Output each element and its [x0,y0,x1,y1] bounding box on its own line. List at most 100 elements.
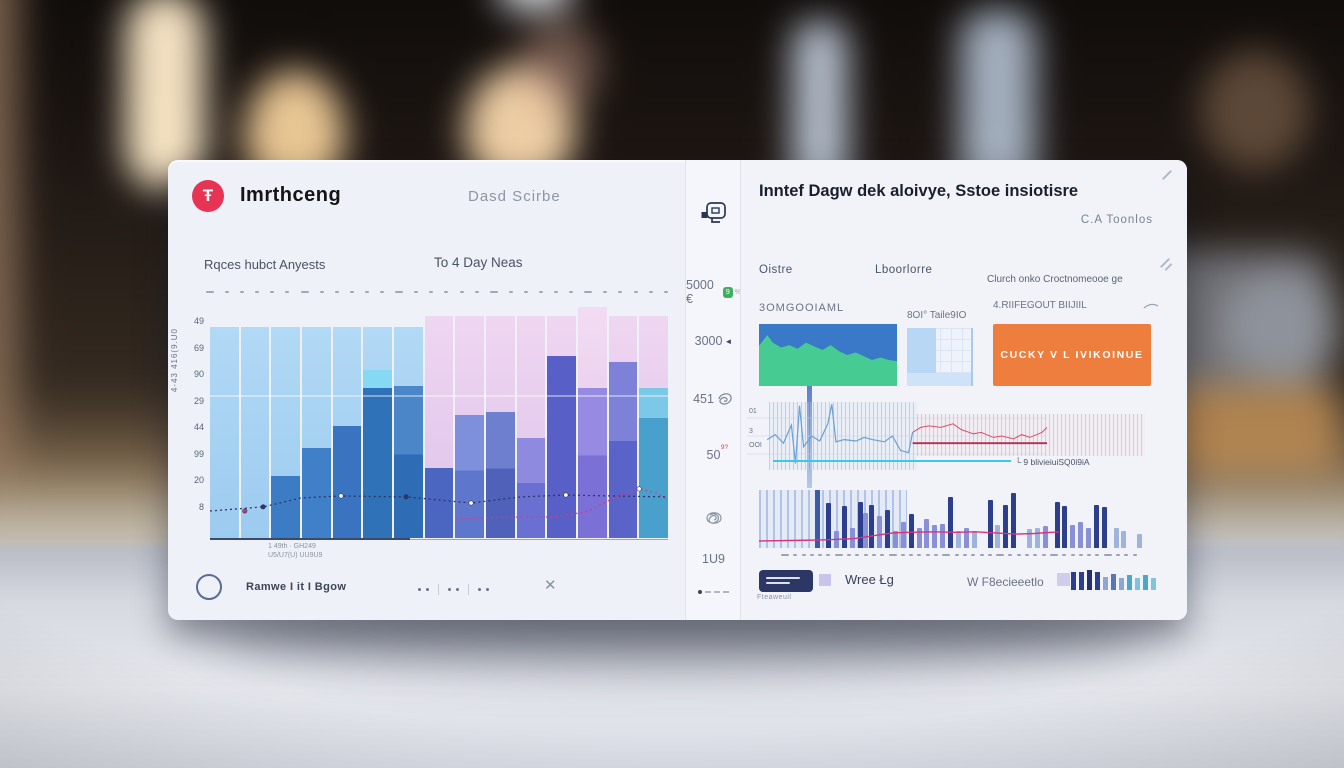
spark-bar [1071,572,1076,590]
volume-bar [869,504,875,548]
volume-bar [1062,506,1068,548]
bar-column [332,295,362,538]
strip-pager[interactable] [686,590,741,594]
volume-bar [885,510,891,548]
bar-column [639,295,669,538]
bar-column [486,295,515,538]
volume-bars [759,490,1153,548]
dashboard-card: Ŧ Imrthceng Dasd Scirbe Rqces hubct Anye… [168,160,1187,620]
footer-tag[interactable]: Wree Łg [845,572,894,587]
cta-button[interactable]: CUCKY V L IVIKOINUE [993,324,1151,386]
volume-bar [908,514,914,548]
spark-bar [1111,574,1116,590]
volume-bar [900,521,906,548]
resize-handle [1164,263,1173,271]
metric-value: 5000 € [686,278,714,306]
pendant-light-blur [125,0,205,190]
section-label: 3OMGOOIAML [759,302,845,314]
footer-label: Ramwe I it I Bgow [246,581,347,593]
volume-bar [1113,527,1119,548]
bar-column [271,295,301,538]
metric-109[interactable]: 1U9 [686,552,741,566]
bar [424,468,454,538]
spark-bar [1087,570,1092,590]
spark-bar [1127,575,1132,590]
bar [363,388,393,538]
bokeh-blob [1200,50,1310,170]
metric-50[interactable]: 50 9? [686,444,741,463]
volume-bar [971,530,977,548]
bar [271,476,301,538]
volume-bar [1078,521,1084,548]
volume-bar [924,519,930,548]
spark-bar [1135,578,1140,590]
dark-badge[interactable] [759,570,813,592]
volume-bar [892,530,898,548]
x-tick-row [781,554,1137,556]
bar-column [210,295,239,538]
metric-revenue[interactable]: 5000 € 9 % [686,278,741,306]
monitor-icon[interactable] [686,200,741,226]
volume-bar [841,506,847,548]
line-series [747,404,1047,464]
spark-bar [1119,578,1124,590]
gridline [210,395,668,397]
bar [394,386,423,538]
pink-hatch-area [917,414,1145,456]
volume-bar [987,500,993,548]
volume-bar [877,516,883,548]
panel-title: Inntef Dagw dek aloivye, Sstoe insiotisr… [759,182,1079,200]
toolbar-label[interactable]: C.A Toonlos [1080,214,1153,226]
volume-bar [1093,504,1099,548]
chart-subtitle-right: To 4 Day Neas [434,255,523,270]
tall-bar [815,490,820,548]
x-axis-segment [210,538,410,540]
volume-bar [1003,504,1009,548]
chart-spike [807,386,812,488]
app-logo: Ŧ [192,180,224,212]
metric-451[interactable]: 451 [686,390,741,408]
volume-bar [963,527,969,548]
volume-bar [932,524,938,548]
radio-circle[interactable] [196,574,222,600]
right-panel: Inntef Dagw dek aloivye, Sstoe insiotisr… [740,160,1187,620]
window-light-blur [500,0,570,10]
volume-bar [1121,530,1127,548]
bar-column [363,295,393,538]
alert-note: 9? [720,443,729,451]
bar [639,418,669,538]
timeseries-chart: 01 3 OOI └ 9 blivieiuiSQ0i9iA [747,400,1151,472]
bar-column [547,295,577,538]
price-line [759,531,1059,542]
spark-bar [1095,572,1100,590]
knot-icon[interactable] [686,506,741,530]
metric-value: 50 [706,448,721,462]
bar [486,412,515,538]
volume-bar [1086,527,1092,548]
volume-bar [948,496,954,548]
spark-bar [1079,572,1084,590]
axis-caption: 1 49th · GH249 U5/U7(U) UU9U9 [268,543,323,559]
sparkline-bars [1071,567,1163,590]
metric-count[interactable]: 3000 ◄ [686,334,741,348]
close-icon[interactable]: ✕ [544,577,557,594]
header-hint: Dasd Scirbe [468,188,561,205]
resize-handle[interactable] [1162,170,1172,180]
x-axis-segment [410,539,668,540]
column-header: Oistre [759,264,793,276]
y-label: OOI [749,442,762,449]
step-chart-thumbnail[interactable] [907,328,973,386]
footer-tag[interactable]: W F8ecieeetlo [967,575,1044,589]
legend-annotation: └ 9 blivieiuiSQ0i9iA [1015,457,1090,467]
band [210,327,239,538]
pager[interactable] [418,584,489,595]
column-header: Clurch onko Croctnomeooe ge [987,274,1123,285]
area-chart-thumbnail[interactable] [759,324,897,386]
volume-bar [995,524,1001,548]
metric-strip: 5000 € 9 % 3000 ◄ 451 50 9? 1U9 [685,160,741,620]
volume-bar [940,523,946,548]
trend-lines [209,486,669,520]
column-header: Lboorlorre [875,264,933,276]
bar [578,388,607,538]
y-axis-ticks: 49 69 90 29 44 99 20 8 [193,316,204,512]
